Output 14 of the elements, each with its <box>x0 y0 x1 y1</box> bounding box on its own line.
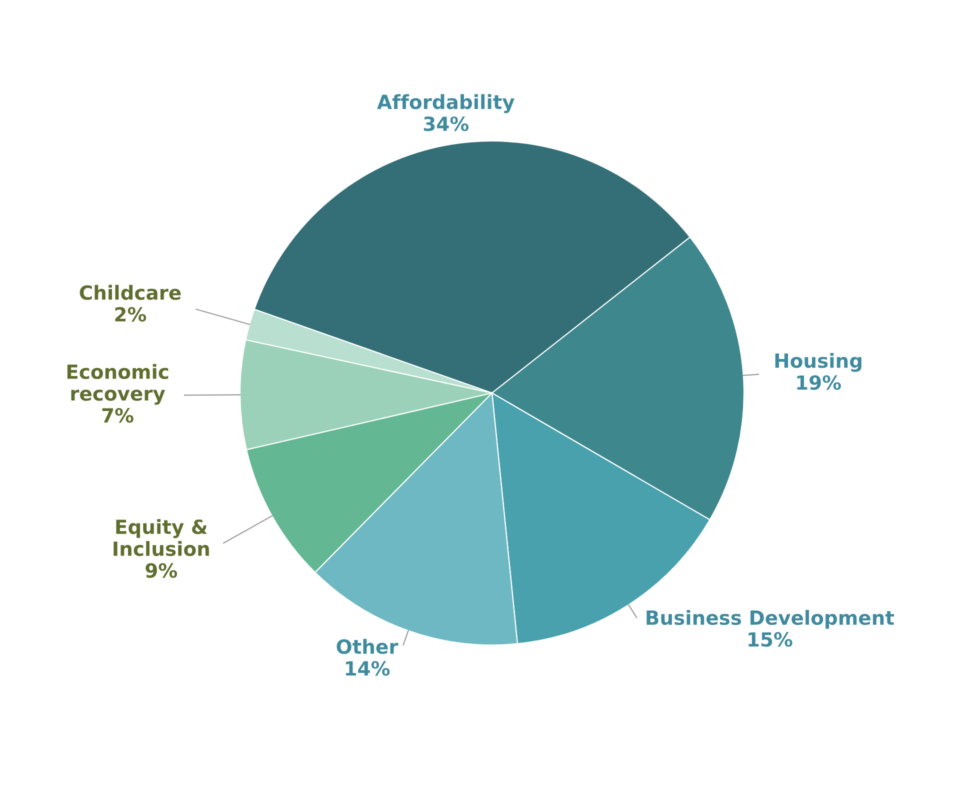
slice-label: Affordability <box>377 94 514 114</box>
data-label: 14% <box>346 661 390 676</box>
slice-label: Equity & Inclusion <box>114 519 209 556</box>
slice-label: Business Development <box>646 610 894 629</box>
data-label: 15% <box>748 632 792 647</box>
data-label: 19% <box>797 375 841 390</box>
slice-label: Childcare <box>80 284 181 300</box>
data-label: 7% <box>102 408 134 423</box>
data-label: 34% <box>424 116 469 132</box>
slice-label: Other <box>336 638 398 654</box>
slice-label: Economic recovery <box>67 364 168 405</box>
slice-label: Housing <box>775 352 862 372</box>
data-label: 2% <box>115 306 146 322</box>
data-label: 9% <box>146 563 178 578</box>
